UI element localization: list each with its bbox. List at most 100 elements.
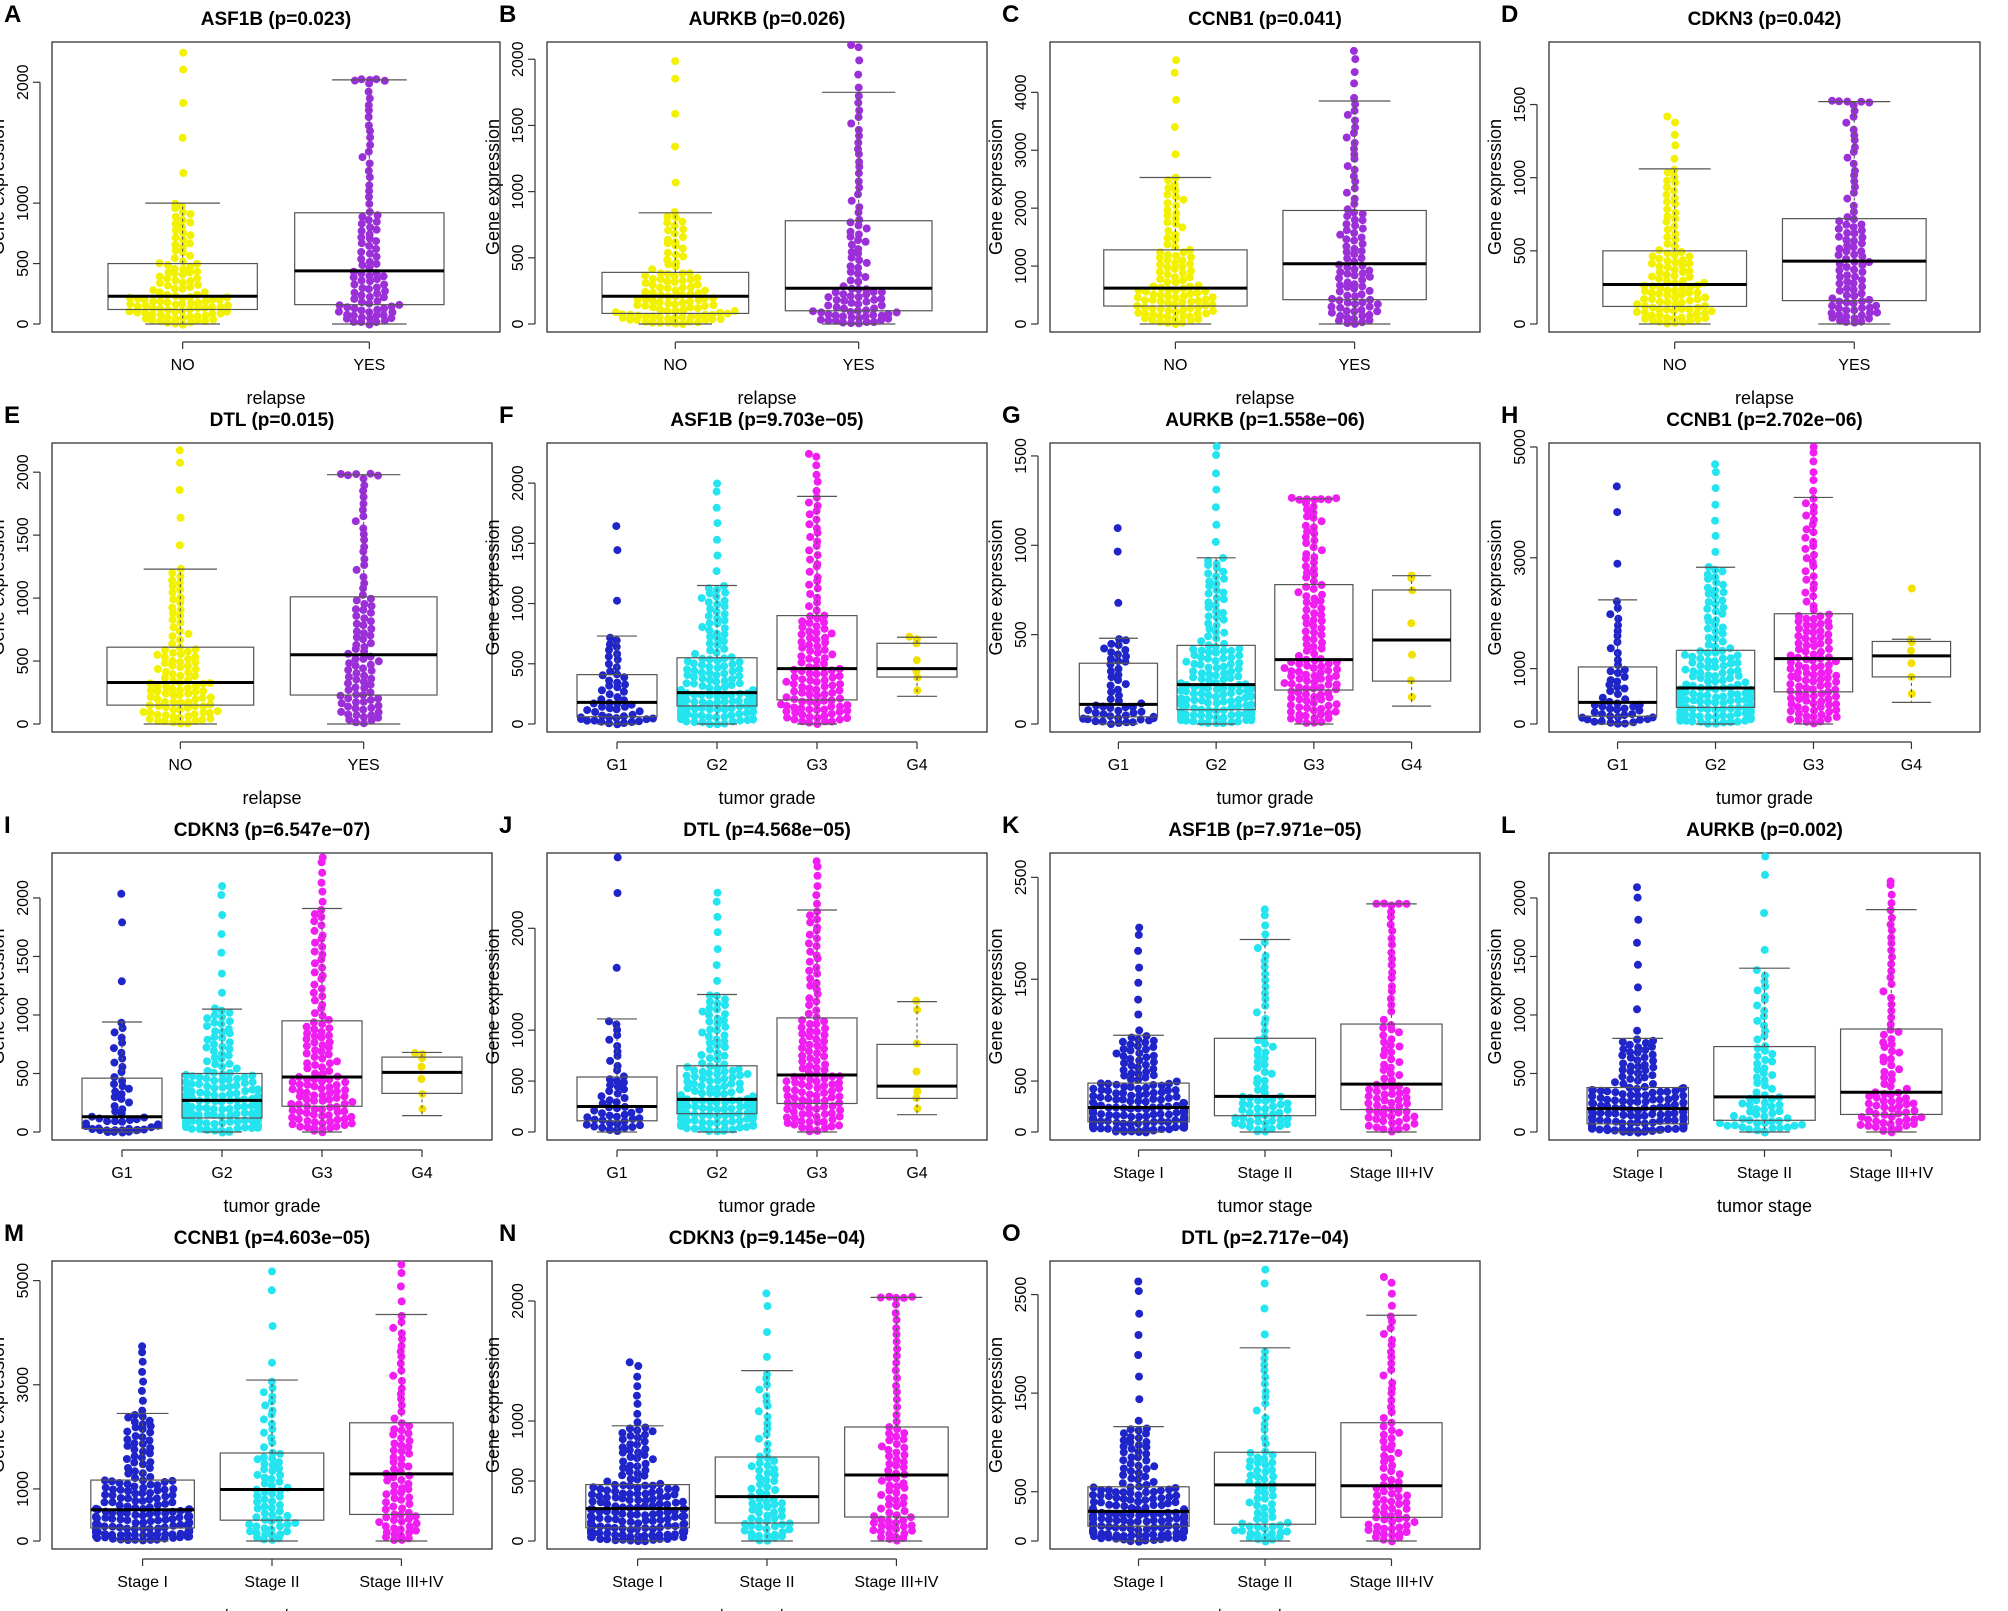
data-point [1097, 1085, 1106, 1094]
data-point [1261, 1048, 1270, 1057]
data-point [1105, 1515, 1113, 1524]
data-point [1626, 1062, 1635, 1071]
data-point [1711, 484, 1720, 493]
data-point [613, 1089, 622, 1098]
data-point [1253, 1104, 1262, 1113]
data-point [698, 1007, 707, 1016]
data-point [1373, 1101, 1382, 1110]
data-point [1703, 649, 1712, 657]
data-point [1824, 630, 1833, 639]
data-point [268, 1358, 276, 1367]
data-point [812, 857, 821, 866]
data-point [1596, 1086, 1605, 1095]
data-point [1111, 1523, 1120, 1532]
data-point [1910, 1106, 1919, 1115]
data-point [1178, 318, 1187, 327]
data-point [605, 1035, 614, 1044]
data-point [1886, 1120, 1895, 1128]
data-point [690, 704, 699, 713]
data-point [184, 655, 192, 664]
data-point [1775, 1117, 1784, 1125]
box-iqr [1577, 666, 1658, 717]
data-point [303, 1117, 312, 1125]
data-point [899, 1458, 908, 1467]
data-point [1119, 1464, 1128, 1473]
data-point [706, 605, 715, 613]
data-point [171, 276, 180, 285]
data-point [1718, 609, 1727, 618]
data-point [705, 1038, 714, 1047]
data-point [358, 212, 367, 221]
data-point [1295, 710, 1304, 719]
data-point [1164, 306, 1173, 315]
data-point [1802, 641, 1811, 650]
data-point [344, 702, 352, 711]
data-point [1795, 682, 1804, 691]
data-point [712, 592, 721, 601]
data-point [664, 226, 673, 235]
data-point [1134, 1287, 1143, 1296]
data-point [160, 1485, 169, 1494]
data-point [805, 654, 814, 663]
data-point [1842, 118, 1851, 127]
data-point [813, 614, 822, 623]
data-point [359, 635, 368, 644]
data-point [1114, 706, 1123, 715]
data-point [1827, 309, 1836, 318]
panel-j-xlabel: tumor grade [718, 1196, 815, 1216]
data-point [325, 1031, 333, 1040]
data-point [613, 678, 622, 687]
data-point [397, 1342, 406, 1351]
data-point [210, 1091, 219, 1100]
data-point [1351, 55, 1360, 64]
data-point [1106, 667, 1115, 676]
data-point [1187, 267, 1195, 275]
data-point [372, 252, 381, 261]
box-iqr [844, 1426, 949, 1518]
data-point [1267, 1124, 1276, 1133]
panel-h-group-g4 [1871, 584, 1952, 703]
data-point [843, 701, 852, 710]
data-point [912, 996, 921, 1005]
data-point [382, 1528, 391, 1537]
panel-i-xlabel: tumor grade [223, 1196, 320, 1216]
data-point [1219, 713, 1228, 722]
data-point [186, 251, 194, 260]
data-point [1685, 288, 1694, 297]
data-point [198, 693, 207, 702]
data-point [194, 1110, 203, 1119]
data-point [1120, 1502, 1129, 1511]
data-point [138, 1406, 147, 1415]
data-point [820, 1110, 829, 1119]
data-point [1850, 131, 1859, 140]
data-point [854, 190, 862, 199]
data-point [698, 674, 707, 683]
data-point [1135, 1511, 1144, 1520]
data-point [179, 236, 188, 244]
data-point [1254, 1117, 1263, 1126]
data-point [754, 1434, 763, 1443]
data-point [885, 1529, 894, 1538]
data-point [1134, 1010, 1143, 1019]
data-point [397, 1401, 406, 1410]
panel-l-group-stage-ii [1713, 852, 1816, 1137]
panel-c-xlabel: relapse [1235, 388, 1294, 408]
data-point [211, 1027, 220, 1036]
data-point [706, 632, 715, 641]
data-point [397, 1426, 406, 1435]
data-point [110, 1028, 119, 1037]
data-point [812, 1006, 821, 1015]
data-point [805, 1040, 814, 1049]
data-point [1824, 667, 1833, 676]
data-point [735, 665, 744, 674]
data-point [1835, 244, 1844, 253]
data-point [1155, 267, 1164, 276]
data-point [1760, 1127, 1769, 1136]
data-point [835, 686, 844, 695]
panel-h-y-tick-label: 1000 [1512, 651, 1529, 687]
data-point [721, 588, 730, 597]
data-point [1317, 611, 1326, 619]
data-point [1886, 1054, 1895, 1063]
data-point [146, 1517, 155, 1526]
data-point [806, 647, 815, 655]
